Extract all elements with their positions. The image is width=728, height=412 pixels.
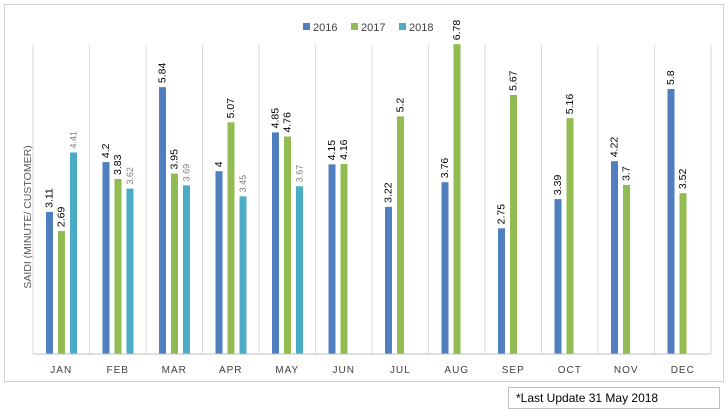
value-label-2017-mar: 3.95	[169, 149, 181, 170]
value-label-2017-oct: 5.16	[564, 94, 576, 115]
bar-2016-apr	[215, 171, 223, 354]
value-label-2018-jan: 4.41	[69, 131, 79, 149]
value-label-2018-apr: 3.45	[238, 175, 248, 193]
x-tick-may: MAY	[275, 365, 299, 376]
legend-swatch-2016	[303, 23, 310, 30]
x-tick-mar: MAR	[162, 365, 187, 376]
x-tick-feb: FEB	[107, 365, 129, 376]
value-label-2018-may: 3.67	[295, 165, 305, 183]
value-label-2016-sep: 2.75	[496, 204, 508, 225]
chart-frame: 2016 2017 2018 SAIDI (MINUTE/ CUSTOMER) 3.…	[4, 4, 724, 382]
legend-swatch-2018	[399, 23, 406, 30]
legend-label-2016: 2016	[313, 22, 337, 34]
x-tick-jun: JUN	[333, 365, 355, 376]
x-tick-aug: AUG	[444, 365, 469, 376]
bar-2016-sep	[498, 228, 505, 354]
bar-2016-feb	[102, 162, 110, 354]
x-tick-jan: JAN	[50, 365, 72, 376]
bar-2017-aug	[453, 44, 461, 355]
x-tick-apr: APR	[219, 365, 243, 376]
value-label-2018-feb: 3.62	[125, 167, 135, 185]
value-label-2017-dec: 3.52	[677, 169, 689, 190]
value-label-2016-mar: 5.84	[157, 63, 169, 84]
bar-2018-apr	[239, 196, 247, 354]
value-label-2016-may: 4.85	[270, 108, 282, 129]
bar-2016-nov	[611, 161, 618, 354]
bar-2018-may	[296, 186, 303, 354]
bar-2017-feb	[114, 178, 122, 354]
value-label-2017-jul: 5.2	[395, 98, 407, 113]
x-tick-labels: JAN FEB MAR APR MAY JUN JUL AUG SEP OCT NOV DEC	[50, 365, 695, 376]
bar-2016-jan	[46, 211, 53, 354]
x-tick-nov: NOV	[614, 365, 639, 376]
bar-2017-sep	[510, 94, 517, 354]
bar-2016-jun	[328, 164, 336, 354]
value-label-2017-sep: 5.67	[508, 70, 520, 91]
value-label-2017-jan: 2.69	[56, 206, 68, 227]
bar-2017-jun	[340, 163, 348, 354]
bar-2017-may	[284, 136, 291, 354]
bar-2016-oct	[554, 199, 562, 354]
value-label-2016-jun: 4.15	[326, 140, 338, 161]
value-label-2016-apr: 4	[213, 161, 225, 167]
value-label-2018-mar: 3.69	[182, 164, 192, 182]
x-tick-jul: JUL	[390, 365, 411, 376]
bar-2018-jan	[70, 152, 77, 354]
value-label-2016-aug: 3.76	[439, 158, 451, 179]
value-label-2016-feb: 4.2	[100, 143, 112, 158]
value-label-2017-may: 4.76	[282, 112, 294, 133]
value-label-2016-oct: 3.39	[552, 174, 564, 195]
last-update-note: *Last Update 31 May 2018	[508, 387, 720, 409]
value-label-2016-nov: 4.22	[609, 137, 621, 158]
bar-2016-dec	[667, 88, 675, 354]
value-label-2017-nov: 3.7	[621, 166, 633, 181]
value-label-2016-jul: 3.22	[383, 182, 395, 203]
bar-2018-mar	[183, 185, 190, 354]
bar-2017-jan	[58, 231, 65, 354]
value-label-2016-jan: 3.11	[44, 188, 56, 208]
month-separators	[32, 45, 712, 354]
chart-svg: 2016 2017 2018 SAIDI (MINUTE/ CUSTOMER) 3.…	[22, 20, 712, 376]
bars	[46, 44, 687, 355]
bar-2017-dec	[679, 193, 687, 354]
value-label-2017-feb: 3.83	[112, 154, 124, 175]
bar-2016-aug	[441, 182, 449, 354]
bar-2017-apr	[227, 122, 235, 355]
bar-2017-nov	[623, 184, 630, 354]
x-tick-sep: SEP	[502, 365, 525, 376]
value-label-2017-aug: 6.78	[451, 20, 463, 41]
bar-2018-feb	[126, 188, 134, 354]
value-labels: 3.112.69 4.41 4.23.833.62 5.84 3.953.69 4 5.07…	[44, 20, 690, 227]
x-tick-oct: OCT	[558, 365, 582, 376]
bar-2017-jul	[397, 116, 404, 354]
legend-label-2017: 2017	[361, 22, 385, 34]
bar-2017-mar	[171, 173, 178, 354]
bar-2016-may	[272, 132, 279, 354]
bar-2016-mar	[159, 87, 166, 355]
legend-label-2018: 2018	[409, 22, 433, 34]
y-axis-label: SAIDI (MINUTE/ CUSTOMER)	[22, 145, 34, 288]
bar-2017-oct	[566, 118, 574, 354]
legend-swatch-2017	[351, 23, 358, 30]
bar-2016-jul	[385, 206, 392, 354]
legend: 2016 2017 2018	[303, 22, 433, 34]
value-label-2017-jun: 4.16	[338, 139, 350, 160]
value-label-2016-dec: 5.8	[665, 70, 677, 85]
x-tick-dec: DEC	[671, 365, 695, 376]
value-label-2017-apr: 5.07	[225, 98, 237, 119]
